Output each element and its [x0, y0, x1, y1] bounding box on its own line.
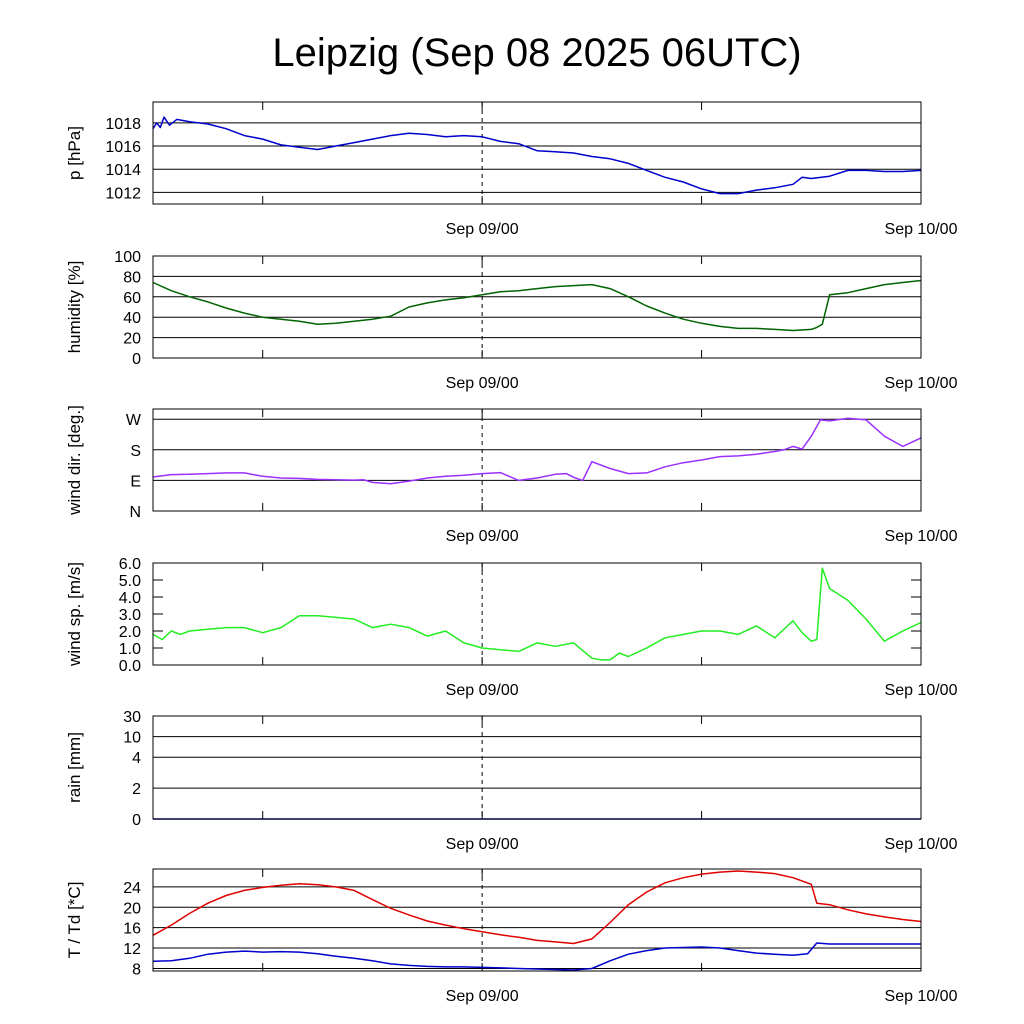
wind_direction-ytick-label: W [126, 412, 142, 429]
wind_direction-ytick-label: S [130, 443, 141, 460]
panel-humidity: 0 20 40 60 80 100 humidity [%] Sep 09/00 Sep 10/… [65, 249, 958, 392]
rain-ytick-label: 4 [132, 750, 141, 767]
wind_direction-xtick-label: Sep 10/00 [885, 528, 958, 545]
humidity-ytick-label: 40 [123, 310, 141, 327]
wind_speed-ytick-label: 5.0 [119, 573, 141, 590]
rain-ylabel: rain [mm] [65, 732, 84, 803]
pressure-series-p [152, 116, 922, 195]
humidity-ylabel: humidity [%] [65, 261, 84, 354]
humidity-xtick-label: Sep 10/00 [885, 375, 958, 392]
temperature_dewpoint-xtick-label: Sep 10/00 [885, 988, 958, 1005]
pressure-xtick-label: Sep 10/00 [885, 221, 958, 238]
chart-title: Leipzig (Sep 08 2025 06UTC) [272, 31, 801, 75]
wind_speed-ytick-label: 2.0 [119, 624, 141, 641]
pressure-xtick-label: Sep 09/00 [446, 221, 519, 238]
temperature_dewpoint-series-td [152, 942, 921, 971]
panel-wind_speed: 0.01.02.03.04.05.06.0 wind sp. [m/s] Sep 0… [65, 556, 958, 699]
temperature_dewpoint-ytick-label: 20 [123, 900, 141, 917]
pressure-ytick-label: 1014 [105, 162, 141, 179]
pressure-ytick-label: 1018 [105, 116, 141, 133]
humidity-ytick-label: 100 [114, 249, 141, 266]
wind_direction-series-wind-dir [152, 417, 922, 485]
temperature_dewpoint-series-t [152, 870, 922, 945]
panel-rain: 0 2 4 10 30 rain [mm] Sep 09/00 Sep 10/00 [65, 709, 958, 853]
rain-ytick-label: 2 [132, 781, 141, 798]
temperature_dewpoint-ytick-label: 16 [123, 921, 141, 938]
wind_speed-ylabel: wind sp. [m/s] [65, 562, 84, 667]
rain-xtick-label: Sep 09/00 [446, 836, 519, 853]
panel-temperature_dewpoint: 8 12 16 20 24 T / Td [*C] Sep 09/00 Sep 10/00 [65, 868, 958, 1005]
wind_speed-frame [152, 562, 922, 666]
temperature_dewpoint-ytick-label: 24 [123, 880, 141, 897]
wind_speed-ytick-label: 1.0 [119, 641, 141, 658]
humidity-ytick-label: 0 [132, 351, 141, 368]
pressure-frame [152, 101, 922, 205]
humidity-series-humidity [152, 279, 922, 332]
wind_direction-ytick-label: E [130, 473, 141, 490]
wind_direction-ytick-label: N [129, 504, 141, 521]
wind_speed-ytick-label: 3.0 [119, 607, 141, 624]
pressure-ylabel: p [hPa] [65, 126, 84, 180]
humidity-xtick-label: Sep 09/00 [446, 375, 519, 392]
wind_direction-frame [152, 408, 922, 512]
pressure-ytick-label: 1016 [105, 139, 141, 156]
temperature_dewpoint-xtick-label: Sep 09/00 [446, 988, 519, 1005]
temperature_dewpoint-ytick-label: 12 [123, 941, 141, 958]
humidity-ytick-label: 80 [123, 269, 141, 286]
rain-frame [152, 715, 922, 820]
rain-ytick-label: 10 [123, 730, 141, 747]
wind_speed-ytick-label: 4.0 [119, 590, 141, 607]
temperature_dewpoint-ytick-label: 8 [132, 961, 141, 978]
wind_speed-xtick-label: Sep 09/00 [446, 682, 519, 699]
panel-pressure: 1012 1014 1016 1018 p [hPa] Sep 09/00 Sep 10/0… [65, 101, 958, 238]
wind_speed-series-wind-speed [152, 567, 922, 661]
wind_speed-ytick-label: 6.0 [119, 556, 141, 573]
wind_direction-ylabel: wind dir. [deg.] [65, 405, 84, 516]
temperature_dewpoint-ylabel: T / Td [*C] [65, 882, 84, 959]
rain-ytick-label: 30 [123, 709, 141, 726]
wind_direction-xtick-label: Sep 09/00 [446, 528, 519, 545]
rain-xtick-label: Sep 10/00 [885, 836, 958, 853]
temperature_dewpoint-frame [152, 868, 922, 972]
pressure-ytick-label: 1012 [105, 185, 141, 202]
humidity-frame [152, 255, 922, 359]
wind_speed-xtick-label: Sep 10/00 [885, 682, 958, 699]
humidity-ytick-label: 20 [123, 331, 141, 348]
rain-ytick-label: 0 [132, 812, 141, 829]
wind_speed-ytick-label: 0.0 [119, 658, 141, 675]
humidity-ytick-label: 60 [123, 290, 141, 307]
